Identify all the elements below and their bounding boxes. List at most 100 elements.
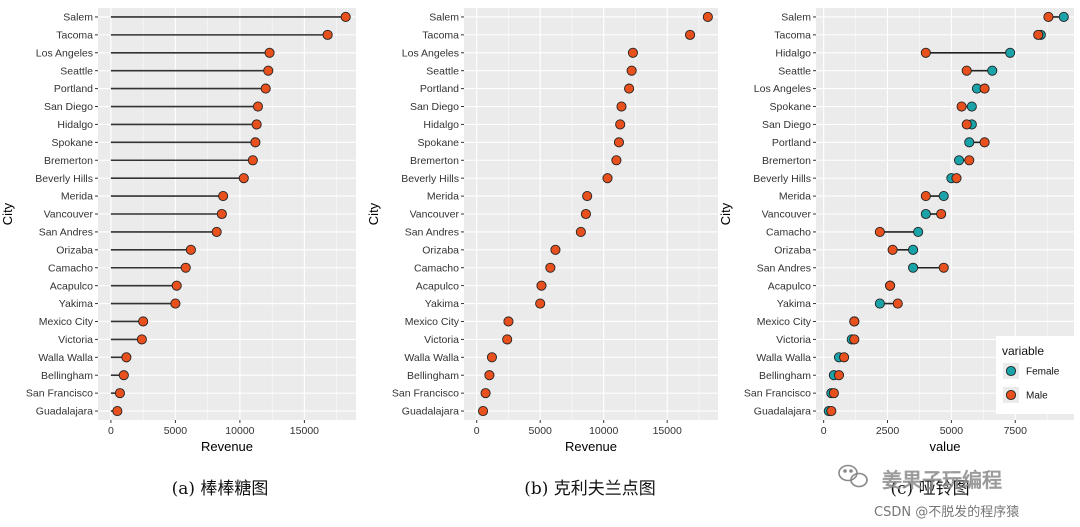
male-point [885, 280, 896, 291]
legend-label: Female [1026, 367, 1060, 378]
x-tick-label: 7500 [1004, 425, 1028, 437]
data-point [575, 226, 586, 237]
legend: variable Female Male [996, 336, 1076, 414]
male-point [849, 334, 860, 345]
y-tick-label: Hidalgo [57, 119, 93, 131]
legend-key [1005, 365, 1017, 377]
x-axis-title: Revenue [565, 439, 617, 454]
y-tick-label: Bellingham [407, 370, 459, 382]
female-point [913, 226, 924, 237]
y-tick-label: Seattle [778, 65, 811, 77]
x-axis-title: value [929, 439, 960, 454]
y-tick-label: San Andres [39, 227, 93, 239]
data-point [550, 244, 561, 255]
x-tick-label: 10000 [589, 425, 618, 437]
data-point [616, 101, 627, 112]
y-tick-label: Hidalgo [423, 119, 459, 131]
y-tick-label: Seattle [60, 65, 93, 77]
male-point [887, 244, 898, 255]
y-tick-label: Tacoma [774, 29, 811, 41]
data-point [535, 298, 546, 309]
data-point [484, 370, 495, 381]
data-point [477, 405, 489, 417]
male-point [892, 298, 903, 309]
x-tick-label: 0 [474, 425, 480, 437]
y-tick-label: San Andres [405, 227, 459, 239]
male-point [938, 262, 949, 273]
y-tick-label: Walla Walla [38, 352, 93, 364]
y-axis-title: City [0, 202, 15, 225]
lollipop-chart: Salem Tacoma Los Angeles Seattle Portland San… [0, 8, 356, 499]
y-tick-label: Hidalgo [775, 47, 811, 59]
y-tick-label: Acapulco [416, 280, 459, 292]
y-tick-label: Merida [779, 191, 811, 203]
female-point [953, 155, 965, 166]
data-point [238, 173, 249, 184]
data-point [502, 334, 513, 345]
y-tick-label: Bellingham [41, 370, 93, 382]
data-point [260, 83, 271, 94]
y-tick-label: Acapulco [50, 280, 93, 292]
wechat-icon [838, 464, 868, 488]
male-point [874, 226, 885, 237]
y-tick-label: Bremerton [44, 155, 93, 167]
y-tick-label: Vancouver [410, 209, 460, 221]
data-point [263, 65, 274, 76]
data-point [536, 280, 547, 291]
x-tick-label: 10000 [225, 425, 254, 437]
male-point [826, 405, 837, 417]
male-point [961, 65, 972, 76]
y-tick-label: San Francisco [744, 388, 811, 400]
data-point [136, 334, 147, 345]
y-tick-label: Portland [54, 83, 93, 95]
y-tick-label: San Diego [762, 119, 811, 131]
female-point [874, 298, 885, 309]
female-point [964, 137, 975, 148]
x-tick-label: 2500 [876, 425, 900, 437]
female-point [908, 262, 919, 273]
data-point [218, 191, 229, 202]
data-point [486, 352, 497, 363]
female-point [1005, 47, 1016, 58]
male-point [828, 388, 839, 399]
y-tick-label: Guadalajara [36, 406, 93, 418]
male-point [964, 155, 975, 166]
data-point [138, 316, 149, 327]
data-point [627, 47, 638, 58]
data-point [613, 137, 624, 148]
cleveland-dot-chart: Salem Tacoma Los Angeles Seattle Portland San… [366, 8, 718, 499]
y-tick-label: Walla Walla [756, 352, 811, 364]
y-tick-label: Orizaba [774, 244, 811, 256]
y-tick-label: Mexico City [39, 316, 94, 328]
watermark-credit: CSDN @不脱发的程序猿 [874, 504, 1019, 520]
y-tick-label: Los Angeles [36, 47, 93, 59]
data-point [685, 29, 696, 40]
data-point [626, 65, 637, 76]
y-tick-label: San Francisco [26, 388, 93, 400]
male-point [839, 352, 850, 363]
female-point [938, 191, 949, 202]
data-point [322, 29, 333, 40]
watermark: 姜果子玩编程 CSDN @不脱发的程序猿 [838, 464, 1019, 520]
panel-caption: (a) 棒棒糖图 [172, 479, 269, 499]
male-point [920, 47, 931, 58]
y-tick-label: Beverly Hills [401, 173, 459, 185]
data-point [702, 11, 713, 23]
y-tick-label: Camacho [414, 262, 459, 274]
data-point [247, 155, 258, 166]
y-tick-label: Beverly Hills [35, 173, 93, 185]
x-tick-label: 5000 [940, 425, 964, 437]
y-tick-label: San Andres [757, 262, 811, 274]
data-point [180, 262, 191, 273]
y-tick-label: Camacho [48, 262, 93, 274]
data-point [582, 191, 593, 202]
panel-caption: (b) 克利夫兰点图 [524, 479, 656, 499]
data-point [624, 83, 635, 94]
panel-caption: (c) 哑铃图 [890, 479, 969, 499]
y-tick-label: Los Angeles [402, 47, 459, 59]
y-tick-label: San Diego [410, 101, 459, 113]
y-tick-label: Salem [63, 12, 93, 24]
data-point [118, 370, 129, 381]
y-tick-label: Victoria [58, 334, 93, 346]
